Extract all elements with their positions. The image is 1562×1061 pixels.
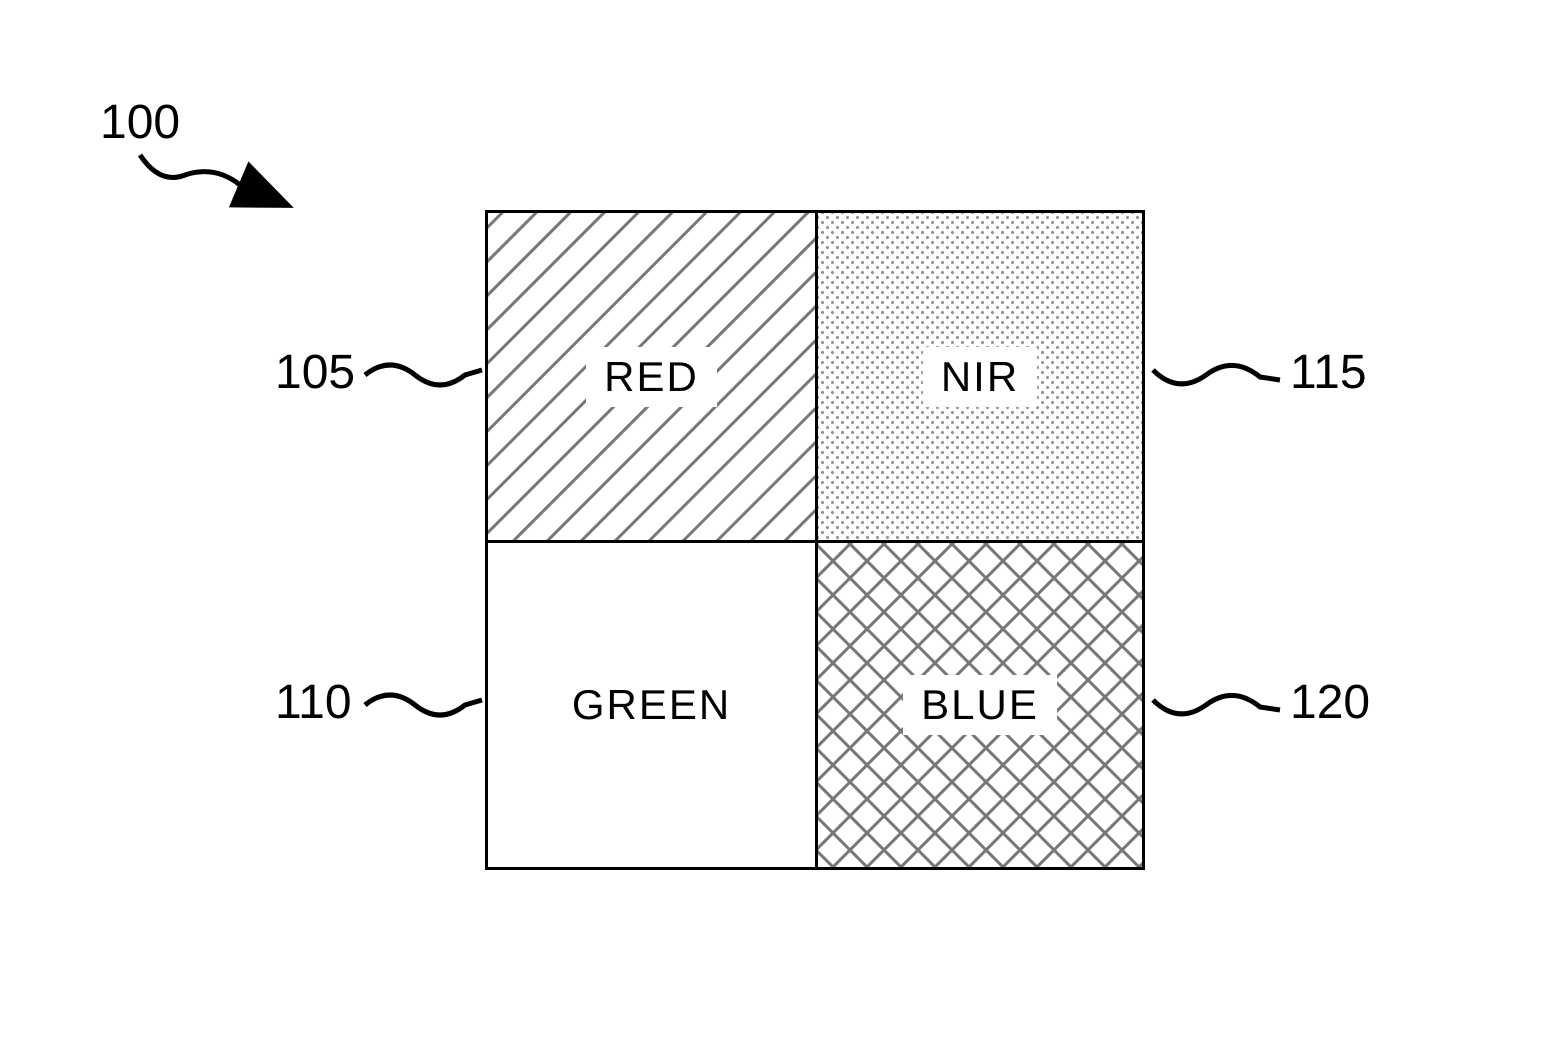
squiggle-115 (1148, 355, 1288, 410)
cell-blue: BLUE (815, 540, 1145, 870)
cell-nir-label-box: NIR (923, 347, 1037, 407)
cell-green-label-box: GREEN (554, 675, 749, 735)
callout-105: 105 (275, 345, 355, 400)
cell-red: RED (485, 210, 818, 543)
callout-120: 120 (1290, 675, 1370, 730)
callout-110: 110 (275, 675, 352, 730)
cell-red-label: RED (604, 353, 699, 400)
assembly-arrow (130, 140, 300, 220)
squiggle-120 (1148, 685, 1288, 740)
cell-blue-label: BLUE (921, 681, 1039, 728)
cell-green: GREEN (485, 540, 818, 870)
squiggle-110 (360, 685, 490, 740)
cell-nir: NIR (815, 210, 1145, 543)
cell-blue-label-box: BLUE (903, 675, 1057, 735)
squiggle-105 (360, 355, 490, 410)
cell-green-label: GREEN (572, 681, 731, 728)
cell-red-label-box: RED (586, 347, 717, 407)
diagram-canvas: RED NIR GREEN BLUE 100 105 110 11 (0, 0, 1562, 1061)
cell-nir-label: NIR (941, 353, 1019, 400)
callout-115: 115 (1290, 345, 1367, 400)
